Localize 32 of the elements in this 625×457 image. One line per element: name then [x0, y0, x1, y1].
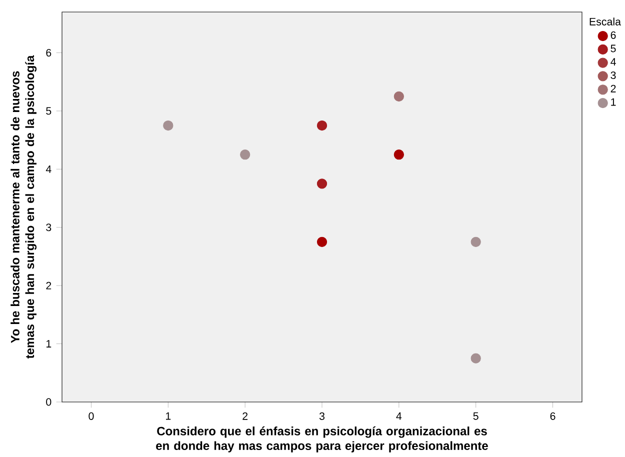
point [240, 150, 250, 160]
x-tick-label: 0 [88, 412, 94, 420]
legend-label: 2 [610, 84, 616, 92]
x-tick-label: 3 [319, 412, 324, 420]
point [470, 353, 481, 364]
point [470, 236, 481, 247]
y-tick-label: 3 [46, 224, 52, 232]
y-axis-title: Yo he buscado mantenerme al tanto de nuevos temas que han surgido en el campo de la psicología [10, 55, 37, 359]
legend-label: 4 [610, 58, 616, 66]
legend-title: Escala [590, 18, 621, 26]
y-tick-label: 0 [46, 398, 52, 406]
x-tick-label: 2 [242, 412, 248, 420]
point [394, 91, 404, 102]
x-axis-title: Considero que el énfasis en psicología organizacional es en donde hay mas campos para ejercer profesionalmente [156, 426, 488, 452]
point [394, 150, 404, 160]
y-tick-label: 4 [46, 165, 52, 173]
y-tick-label: 5 [46, 107, 52, 115]
y-tick-label: 2 [46, 282, 52, 290]
y-tick-label: 6 [46, 48, 52, 57]
point [316, 178, 328, 189]
x-tick-label: 4 [396, 412, 402, 420]
y-tick-label: 1 [46, 340, 52, 348]
legend-label: 3 [610, 71, 616, 80]
legend-label: 6 [610, 31, 616, 39]
x-tick-label: 6 [550, 412, 556, 420]
legend-label: 1 [611, 98, 616, 106]
legend-label: 5 [610, 44, 616, 52]
point [316, 236, 328, 247]
x-tick-label: 1 [166, 412, 171, 420]
x-tick-label: 5 [473, 412, 478, 420]
point [316, 120, 328, 131]
point [163, 120, 174, 131]
